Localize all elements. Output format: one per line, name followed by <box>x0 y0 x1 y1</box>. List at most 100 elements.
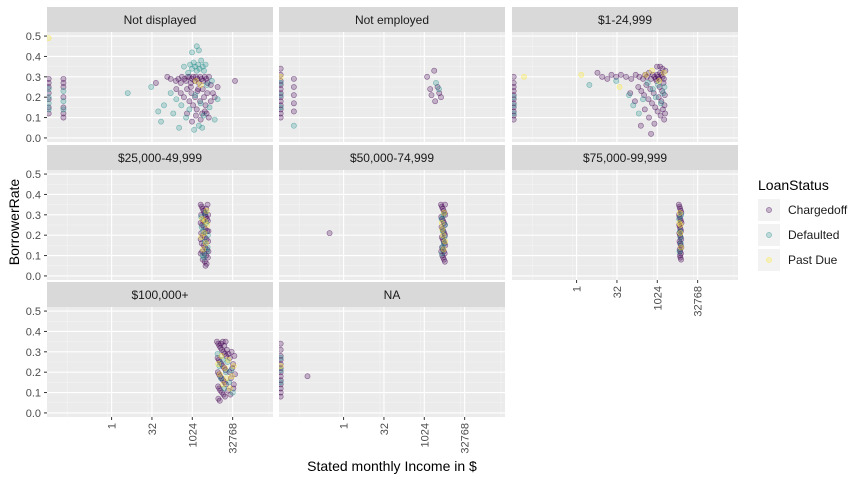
data-point-past-due <box>279 73 284 80</box>
data-point-chargedoff <box>177 90 184 97</box>
data-point-chargedoff <box>60 104 67 111</box>
x-tick-label: 32768 <box>693 286 705 317</box>
x-tick-label: 1 <box>339 423 351 429</box>
data-point-defaulted <box>436 86 442 92</box>
data-point-chargedoff <box>628 75 635 82</box>
data-point-chargedoff <box>279 65 284 72</box>
y-tick-label: 0.0 <box>26 133 41 145</box>
data-point-defaulted <box>186 106 193 113</box>
data-point-defaulted <box>644 80 651 86</box>
data-point-defaulted <box>279 355 284 361</box>
data-point-chargedoff <box>599 73 606 80</box>
data-point-past-due <box>677 222 684 228</box>
y-axis-not-displayed: 0.0 0.1 0.2 0.3 0.4 0.5 <box>26 31 47 145</box>
data-point-defaulted <box>189 65 195 72</box>
data-point-chargedoff <box>190 102 197 109</box>
data-point-chargedoff <box>193 106 200 113</box>
data-point-chargedoff <box>512 116 517 123</box>
facet-strip-label: $100,000+ <box>131 288 188 302</box>
y-tick-label: 0.3 <box>26 347 41 359</box>
data-point-chargedoff <box>206 73 212 80</box>
facet-strip <box>47 145 273 170</box>
data-point-chargedoff <box>594 69 601 76</box>
data-point-defaulted <box>60 88 67 94</box>
data-point-past-due <box>677 230 684 237</box>
legend-marker <box>766 207 772 213</box>
data-point-chargedoff <box>222 393 228 400</box>
data-point-defaulted <box>512 94 517 101</box>
data-point-chargedoff <box>304 373 311 380</box>
data-point-chargedoff <box>189 118 195 125</box>
data-point-defaulted <box>677 228 683 235</box>
data-point-defaulted <box>660 90 667 97</box>
data-point-past-due <box>218 352 225 359</box>
x-axis-na: 1 32 1024 32768 <box>339 417 472 454</box>
data-point-past-due <box>220 381 227 388</box>
facet-strip-label: Not employed <box>355 13 429 27</box>
data-point-chargedoff <box>660 75 667 82</box>
legend-label: Past Due <box>788 253 838 267</box>
data-point-defaulted <box>60 98 67 105</box>
data-point-defaulted <box>191 126 198 133</box>
facet-panel-100-000: $100,000+ <box>47 282 273 417</box>
facet-strip <box>279 7 505 32</box>
facet-strip-label: Not displayed <box>124 13 197 27</box>
data-point-defaulted <box>199 124 206 131</box>
data-point-past-due <box>578 71 585 78</box>
facet-panels: Not displayed Not employed $1-24,999 $25,00… <box>47 7 738 417</box>
data-point-past-due <box>642 71 649 78</box>
data-point-past-due <box>678 244 684 251</box>
y-tick-label: 0.0 <box>26 408 41 420</box>
data-point-defaulted <box>661 84 668 90</box>
x-tick-label: 32 <box>379 423 391 435</box>
x-tick-label: 1024 <box>652 286 664 310</box>
data-point-chargedoff <box>432 98 439 105</box>
data-point-defaulted <box>279 80 284 86</box>
gridlines <box>47 170 273 280</box>
data-point-chargedoff <box>279 346 284 353</box>
y-tick-label: 0.0 <box>26 271 41 283</box>
data-point-chargedoff <box>290 84 297 90</box>
data-point-defaulted <box>658 100 664 107</box>
data-points <box>279 340 311 400</box>
y-tick-label: 0.2 <box>26 367 41 379</box>
legend-key <box>758 199 780 221</box>
data-points <box>47 35 238 133</box>
data-point-chargedoff <box>60 114 67 121</box>
data-point-chargedoff <box>197 116 204 123</box>
data-point-chargedoff <box>623 73 629 80</box>
data-point-defaulted <box>677 240 684 247</box>
data-point-defaulted <box>148 84 155 90</box>
data-point-past-due <box>47 35 52 42</box>
data-point-chargedoff <box>47 84 52 90</box>
data-point-defaulted <box>439 228 446 235</box>
data-point-past-due <box>676 209 683 216</box>
facet-strip <box>279 145 505 170</box>
facet-panel-1-24-999: $1-24,999 <box>512 7 738 142</box>
data-point-chargedoff <box>424 73 430 80</box>
data-point-defaulted <box>512 102 517 109</box>
facet-panel-25-000-49-999: $25,000-49,999 <box>47 145 273 280</box>
data-points <box>675 201 685 263</box>
data-point-chargedoff <box>164 73 171 80</box>
data-point-past-due <box>616 84 623 90</box>
data-point-past-due <box>230 363 237 369</box>
facet-strip <box>512 145 738 170</box>
facet-panel-na: NA <box>279 282 505 417</box>
data-point-past-due <box>660 69 667 76</box>
data-point-past-due <box>229 373 235 380</box>
data-point-chargedoff <box>279 393 284 400</box>
data-point-defaulted <box>173 96 180 103</box>
data-point-past-due <box>223 375 230 382</box>
legend-title: LoanStatus <box>758 177 829 193</box>
data-point-defaulted <box>155 108 162 115</box>
data-point-defaulted <box>47 86 52 92</box>
data-point-defaulted <box>214 96 221 103</box>
data-point-chargedoff <box>657 63 663 70</box>
data-point-chargedoff <box>326 230 333 237</box>
data-point-past-due <box>197 82 204 88</box>
y-tick-label: 0.3 <box>26 72 41 84</box>
facet-strip-label: $1-24,999 <box>598 13 652 27</box>
data-point-chargedoff <box>214 84 221 90</box>
data-point-defaulted <box>178 102 185 109</box>
